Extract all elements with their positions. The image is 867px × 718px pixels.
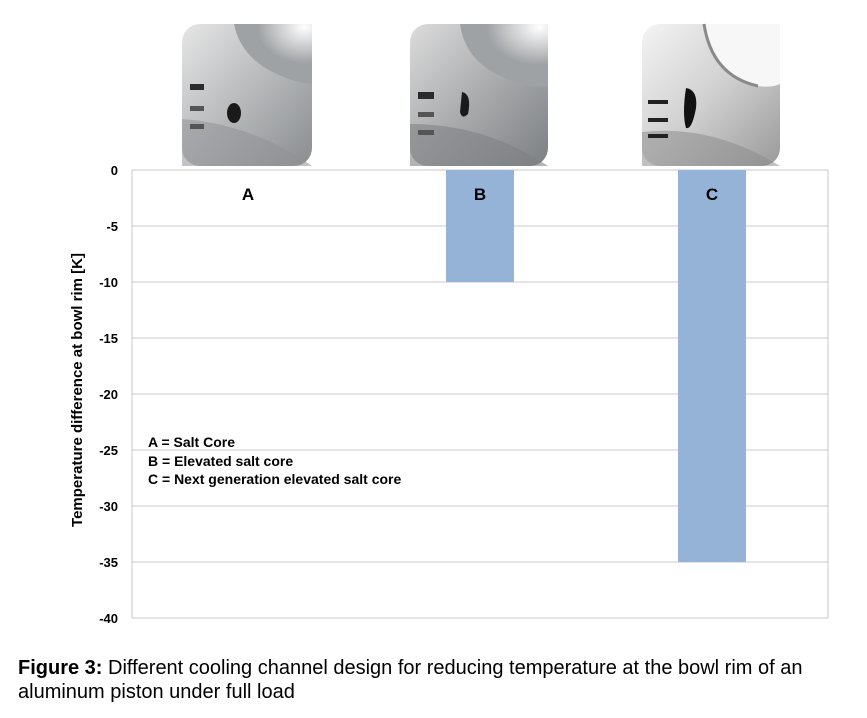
category-label-a: A [242, 185, 254, 204]
y-tick-label: -20 [99, 387, 118, 402]
legend-line-a: A = Salt Core [148, 434, 235, 450]
category-label-b: B [474, 185, 486, 204]
caption-label: Figure 3: [18, 657, 103, 679]
caption-text: Different cooling channel design for red… [18, 657, 803, 703]
bar-b [446, 170, 514, 282]
category-label-c: C [706, 185, 718, 204]
y-tick-label: -15 [99, 331, 118, 346]
legend: A = Salt Core B = Elevated salt core C =… [148, 434, 401, 487]
gridlines [132, 169, 828, 619]
y-tick-label: -10 [99, 275, 118, 290]
legend-line-c: C = Next generation elevated salt core [148, 471, 401, 487]
bar-c [678, 170, 746, 562]
y-tick-label: -30 [99, 499, 118, 514]
piston-image-a [182, 24, 312, 166]
y-tick-label: -35 [99, 555, 118, 570]
y-tick-label: -5 [106, 219, 118, 234]
plot-area [131, 170, 829, 618]
piston-image-c [642, 23, 780, 166]
legend-line-b: B = Elevated salt core [148, 453, 293, 469]
y-axis-ticks: 0 -5 -10 -15 -20 -25 -30 -35 -40 [99, 163, 118, 626]
y-axis-label: Temperature difference at bowl rim [K] [69, 253, 86, 527]
bars [446, 170, 746, 562]
figure-caption: Figure 3: Different cooling channel desi… [18, 656, 863, 704]
y-tick-label: -40 [99, 611, 118, 626]
y-tick-label: 0 [111, 163, 118, 178]
category-labels: A B C [242, 185, 718, 204]
piston-image-b [410, 24, 548, 166]
y-tick-label: -25 [99, 443, 118, 458]
bar-chart: 0 -5 -10 -15 -20 -25 -30 -35 -40 A B C A = Salt Co… [69, 23, 829, 626]
